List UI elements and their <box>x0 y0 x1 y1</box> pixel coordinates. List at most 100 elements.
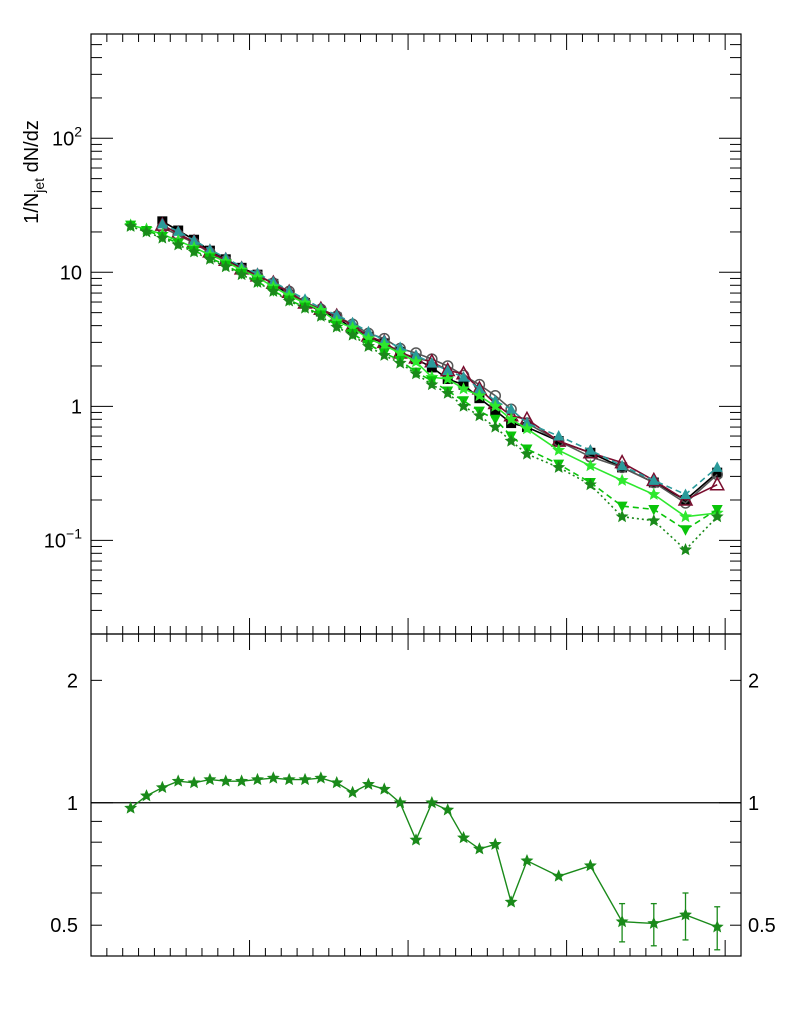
data-point <box>410 349 422 360</box>
data-point <box>441 386 455 399</box>
top-panel-frame <box>90 33 742 635</box>
data-point <box>679 908 692 921</box>
y-tick-label-left: 1 <box>67 793 78 815</box>
data-point <box>171 774 185 787</box>
data-point <box>409 354 423 368</box>
data-point <box>331 309 343 320</box>
data-point <box>583 858 597 872</box>
data-point <box>330 320 344 333</box>
bottom-panel: 0.5 0.5 1 1 2 2 <box>50 633 776 957</box>
data-point <box>219 259 233 273</box>
data-point <box>377 338 391 351</box>
y-tick-label: 10 <box>60 262 82 284</box>
data-point <box>124 219 138 232</box>
data-point <box>314 771 328 784</box>
y-tick-label-left: 2 <box>67 670 78 692</box>
top-panel-y-tick-labels: 10−1 1 10 102 <box>44 123 82 552</box>
data-point <box>377 782 391 795</box>
data-point <box>647 487 661 500</box>
data-point <box>505 403 517 414</box>
data-point <box>187 245 201 258</box>
data-point <box>251 275 264 288</box>
data-point <box>266 771 280 784</box>
data-point <box>251 772 264 786</box>
data-point <box>615 473 629 486</box>
data-point <box>362 325 374 337</box>
data-point <box>583 477 597 491</box>
data-point <box>124 801 138 814</box>
data-point <box>266 284 280 297</box>
data-point <box>458 371 470 382</box>
data-point <box>488 399 502 412</box>
data-point <box>155 231 169 244</box>
data-point <box>648 504 660 516</box>
data-point <box>648 474 660 485</box>
data-point <box>219 774 233 787</box>
data-point <box>472 408 486 422</box>
data-point <box>679 543 692 556</box>
data-point <box>172 225 184 236</box>
data-point <box>425 795 439 809</box>
data-point <box>442 364 454 376</box>
data-point <box>188 234 200 245</box>
y-tick-label-right: 0.5 <box>748 915 776 937</box>
data-point <box>489 414 501 426</box>
data-point <box>506 418 517 429</box>
data-point <box>282 294 296 307</box>
data-point <box>504 412 518 425</box>
data-point <box>140 225 153 238</box>
y-tick-label: 10−1 <box>44 525 82 552</box>
data-point <box>393 356 407 369</box>
data-point <box>710 920 724 933</box>
data-point <box>457 831 471 844</box>
data-point <box>156 217 168 229</box>
data-point <box>647 916 661 929</box>
data-point <box>677 491 694 506</box>
bottom-panel-data <box>124 771 724 951</box>
y-tick-label-left: 0.5 <box>50 915 78 937</box>
data-point <box>298 772 312 786</box>
data-point <box>203 772 217 786</box>
bottom-panel-ticks <box>90 634 741 956</box>
data-point <box>409 833 423 846</box>
y-tick-label-right: 1 <box>748 793 759 815</box>
data-point <box>488 420 502 433</box>
data-point <box>647 513 661 527</box>
data-point <box>553 430 565 441</box>
data-point <box>361 339 375 352</box>
data-point <box>615 509 629 523</box>
data-point <box>520 421 534 435</box>
y-tick-label: 1 <box>71 396 82 418</box>
data-point <box>520 447 534 460</box>
ratio-line <box>130 777 718 928</box>
data-point <box>680 488 692 499</box>
data-point <box>425 377 439 391</box>
data-point <box>616 501 628 513</box>
data-point <box>709 476 725 491</box>
data-point <box>140 789 153 802</box>
data-point <box>552 869 566 882</box>
data-point <box>203 252 217 265</box>
bottom-panel-y-tick-labels: 0.5 0.5 1 1 2 2 <box>50 670 776 937</box>
data-point <box>282 772 296 786</box>
data-point <box>520 854 534 867</box>
data-point <box>473 382 485 394</box>
data-point <box>330 775 344 789</box>
top-panel-data <box>124 216 725 556</box>
series-line <box>130 225 718 551</box>
data-point <box>298 301 312 314</box>
data-point <box>504 434 518 447</box>
data-point <box>583 459 597 472</box>
data-point <box>584 444 596 455</box>
data-point <box>346 785 360 798</box>
data-point <box>490 405 501 416</box>
data-point <box>377 348 391 361</box>
data-point <box>472 388 486 402</box>
data-point <box>488 837 502 850</box>
series-line <box>130 224 718 531</box>
data-point <box>441 803 455 816</box>
data-point <box>426 357 438 368</box>
data-point <box>711 461 723 472</box>
data-point <box>346 328 360 341</box>
